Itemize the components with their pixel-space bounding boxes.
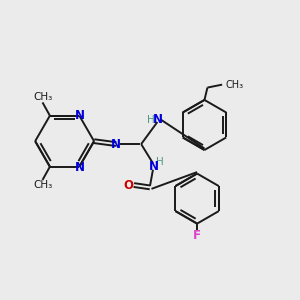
Text: N: N — [75, 161, 85, 174]
Text: N: N — [111, 138, 121, 151]
Text: CH₃: CH₃ — [33, 92, 52, 102]
Text: N: N — [75, 109, 85, 122]
Text: N: N — [148, 160, 158, 173]
Text: CH₃: CH₃ — [226, 80, 244, 90]
Text: N: N — [153, 113, 163, 126]
Text: CH₃: CH₃ — [33, 180, 52, 190]
Text: O: O — [123, 178, 133, 191]
Text: H: H — [155, 158, 163, 167]
Text: F: F — [193, 229, 201, 242]
Text: H: H — [147, 115, 155, 125]
